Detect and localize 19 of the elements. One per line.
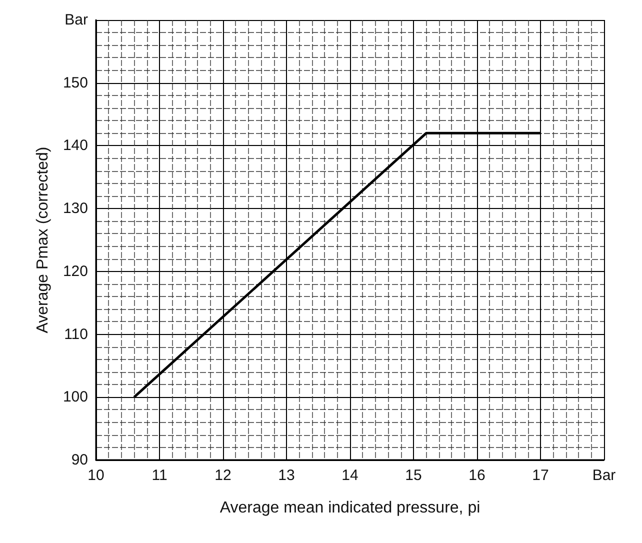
x-tick-label: 15 <box>405 467 422 484</box>
x-tick-label: 17 <box>532 467 549 484</box>
y-tick-label: 140 <box>62 137 88 154</box>
x-axis-title: Average mean indicated pressure, pi <box>220 500 480 516</box>
x-tick-label: 10 <box>88 467 104 484</box>
x-tick-label: 16 <box>468 467 486 484</box>
y-tick-label: 120 <box>62 262 88 280</box>
x-tick-label: 14 <box>342 467 358 484</box>
x-tick-label: 11 <box>152 467 168 484</box>
y-tick-label: 150 <box>62 74 88 92</box>
y-axis-title: Average Pmax (corrected) <box>34 146 52 334</box>
y-tick-label: 100 <box>62 388 88 406</box>
x-tick-label: 13 <box>278 467 295 484</box>
y-tick-label: 110 <box>64 326 88 343</box>
x-tick-label: Bar <box>592 467 616 484</box>
y-tick-label: 90 <box>71 452 88 468</box>
x-tick-label: 12 <box>214 467 232 484</box>
y-tick-label: 130 <box>62 200 88 218</box>
y-tick-label: Bar <box>64 12 88 28</box>
